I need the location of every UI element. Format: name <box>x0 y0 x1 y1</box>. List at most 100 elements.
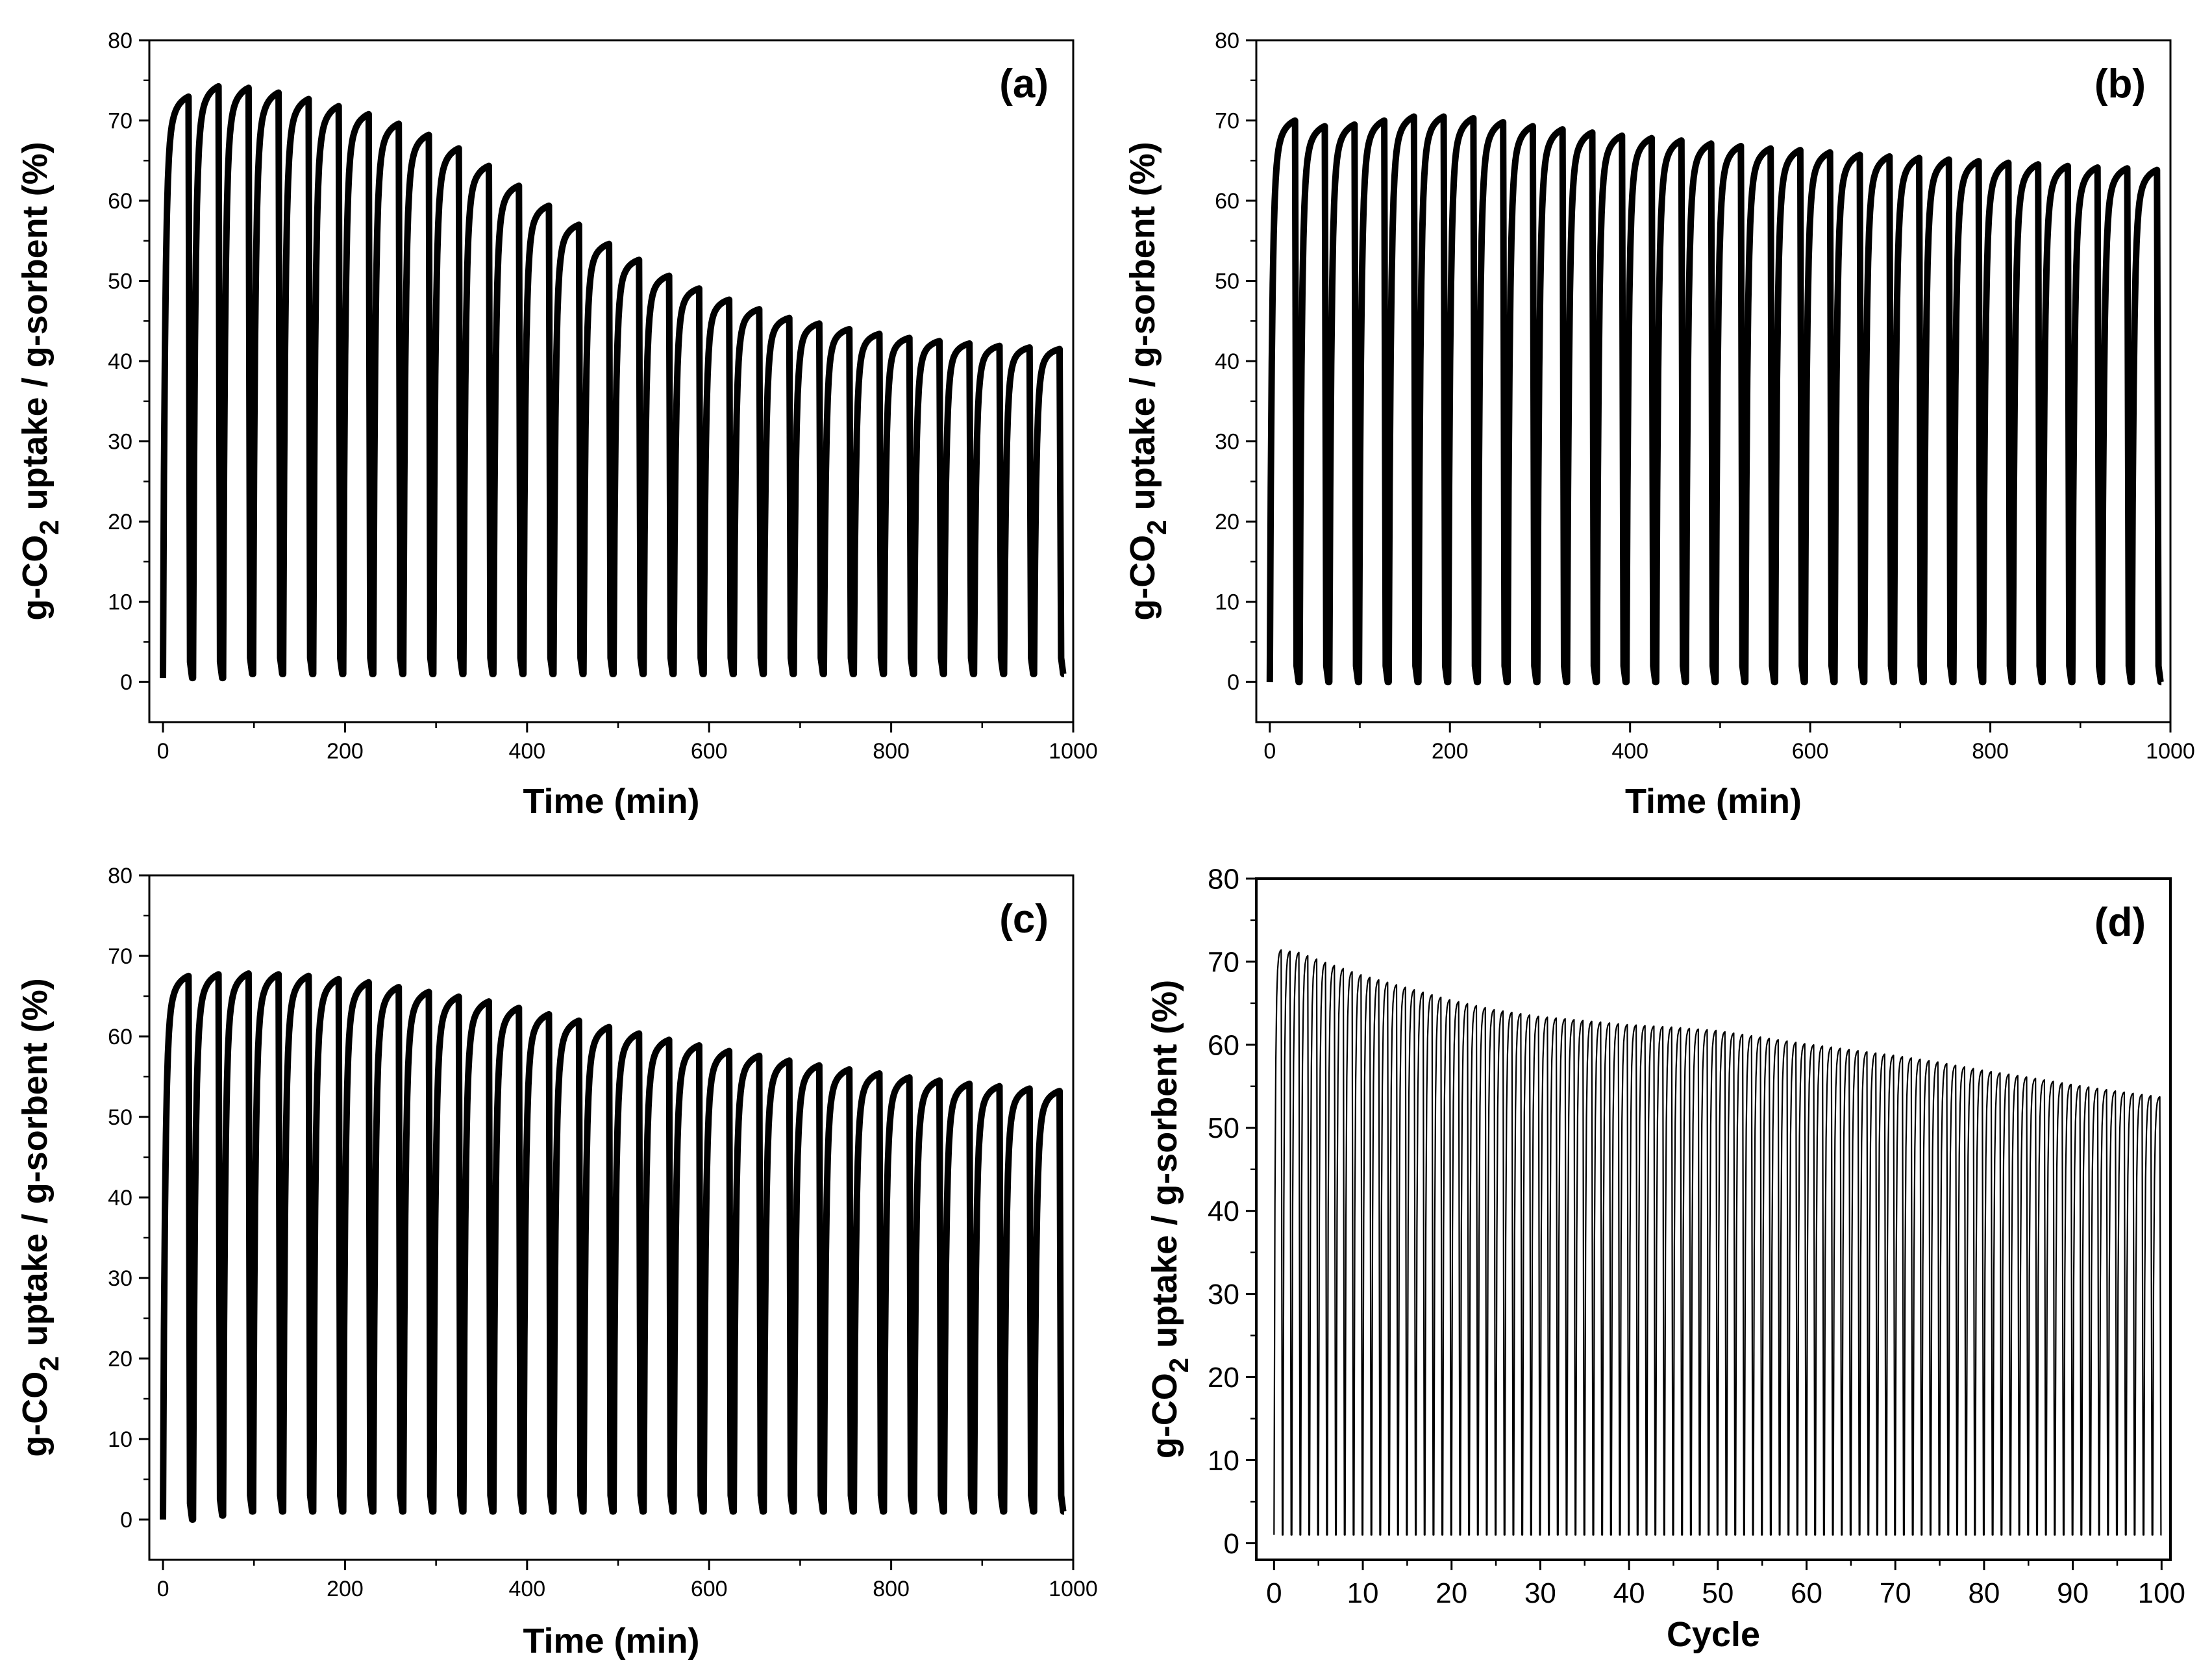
y-tick-label: 10 <box>108 1427 132 1452</box>
y-axis-label-part: uptake / g-sorbent (%) <box>1145 980 1184 1358</box>
x-tick-label: 0 <box>1266 1577 1282 1609</box>
y-tick-label: 0 <box>120 670 132 695</box>
y-tick-label: 60 <box>108 1025 132 1049</box>
y-tick-label: 0 <box>1224 1528 1239 1560</box>
x-tick-label: 30 <box>1524 1577 1556 1609</box>
y-axis-label-subscript: 2 <box>34 1356 64 1371</box>
x-tick-label: 800 <box>1972 739 2009 764</box>
x-tick-label: 0 <box>1263 739 1276 764</box>
y-axis-label: g-CO2 uptake / g-sorbent (%) <box>16 978 64 1457</box>
x-tick-label: 20 <box>1435 1577 1467 1609</box>
panel-d: 0 10 20 30 40 50 60 70 80 90 100 0 10 20 30 40 50 60 70 80 C… <box>1145 863 2185 1654</box>
y-tick-label: 40 <box>1208 1196 1239 1227</box>
y-tick-label: 50 <box>108 269 132 294</box>
panel-label: (c) <box>999 897 1049 942</box>
x-tick-label: 200 <box>1432 739 1469 764</box>
y-tick-label: 30 <box>108 1266 132 1291</box>
y-tick-label: 30 <box>108 430 132 455</box>
y-tick-label: 50 <box>1215 269 1239 294</box>
x-tick-label: 70 <box>1880 1577 1911 1609</box>
y-tick-label: 40 <box>108 1186 132 1210</box>
panel-a: 0 200 400 600 800 1000 0 10 20 30 40 50 60 70 80 Time (… <box>16 29 1098 821</box>
panel-label: (b) <box>2094 62 2146 106</box>
x-tick-label: 600 <box>1792 739 1829 764</box>
y-tick-label: 20 <box>108 1347 132 1371</box>
panel-label: (d) <box>2094 900 2146 945</box>
x-tick-label: 90 <box>2057 1577 2089 1609</box>
y-tick-label: 70 <box>1215 108 1239 133</box>
y-axis-label: g-CO2 uptake / g-sorbent (%) <box>16 142 64 620</box>
y-tick-label: 80 <box>108 864 132 888</box>
x-tick-label: 400 <box>1611 739 1648 764</box>
panel-b: 0 200 400 600 800 1000 0 10 20 30 40 50 60 70 80 Time (… <box>1123 29 2195 821</box>
x-tick-label: 400 <box>508 1577 545 1601</box>
x-tick-label: 600 <box>691 1577 728 1601</box>
x-tick-label: 0 <box>157 739 169 764</box>
y-axis-label-part: uptake / g-sorbent (%) <box>16 978 55 1356</box>
y-axis-label-part: uptake / g-sorbent (%) <box>1123 142 1162 520</box>
y-axis-label-subscript: 2 <box>1141 520 1172 534</box>
x-tick-label: 200 <box>327 739 364 764</box>
x-tick-label: 0 <box>157 1577 169 1601</box>
x-axis-label: Time (min) <box>523 1622 699 1660</box>
y-axis-label-part: g-CO <box>16 535 55 621</box>
y-tick-label: 40 <box>1215 349 1239 374</box>
y-tick-label: 70 <box>108 108 132 133</box>
y-tick-label: 60 <box>1208 1029 1239 1061</box>
y-tick-label: 60 <box>108 189 132 214</box>
y-tick-label: 40 <box>108 349 132 374</box>
x-axis-label: Cycle <box>1667 1615 1760 1654</box>
y-tick-label: 10 <box>1215 590 1239 615</box>
y-tick-label: 80 <box>1215 29 1239 53</box>
panel-c: 0 200 400 600 800 1000 0 10 20 30 40 50 60 70 80 Time (… <box>16 864 1098 1660</box>
y-axis-label: g-CO2 uptake / g-sorbent (%) <box>1123 142 1172 620</box>
x-tick-label: 400 <box>508 739 545 764</box>
x-tick-label: 1000 <box>1049 1577 1098 1601</box>
y-tick-label: 80 <box>108 29 132 53</box>
y-axis-label-part: uptake / g-sorbent (%) <box>16 142 55 520</box>
y-axis-label-part: g-CO <box>1123 535 1162 621</box>
y-axis-label-part: g-CO <box>1145 1373 1184 1459</box>
series-line-a <box>160 82 1067 682</box>
x-tick-label: 60 <box>1791 1577 1822 1609</box>
plot-frame-b <box>1255 39 2172 723</box>
x-tick-label: 200 <box>327 1577 364 1601</box>
y-tick-label: 30 <box>1215 430 1239 455</box>
y-tick-label: 70 <box>1208 946 1239 978</box>
y-tick-label: 50 <box>108 1105 132 1130</box>
x-tick-label: 1000 <box>1049 739 1098 764</box>
plot-frame-d <box>1255 877 2172 1561</box>
y-tick-label: 70 <box>108 944 132 969</box>
x-tick-label: 10 <box>1347 1577 1379 1609</box>
x-tick-label: 800 <box>873 1577 910 1601</box>
y-tick-label: 30 <box>1208 1279 1239 1310</box>
x-tick-label: 40 <box>1613 1577 1645 1609</box>
y-tick-label: 0 <box>120 1508 132 1533</box>
y-tick-label: 20 <box>1208 1362 1239 1394</box>
panel-label: (a) <box>999 62 1049 106</box>
series-line-c <box>160 970 1067 1523</box>
x-tick-label: 1000 <box>2146 739 2195 764</box>
y-tick-label: 10 <box>1208 1445 1239 1477</box>
y-tick-label: 60 <box>1215 189 1239 214</box>
series-line-d <box>1273 949 2162 1536</box>
y-tick-label: 80 <box>1208 863 1239 895</box>
y-axis-label-part: g-CO <box>16 1371 55 1457</box>
y-axis-label: g-CO2 uptake / g-sorbent (%) <box>1145 980 1194 1459</box>
x-axis-label: Time (min) <box>1625 782 1802 821</box>
series-line-b <box>1266 113 2164 686</box>
y-tick-label: 10 <box>108 590 132 615</box>
x-tick-label: 80 <box>1968 1577 2000 1609</box>
y-tick-label: 0 <box>1227 670 1239 695</box>
x-axis-label: Time (min) <box>523 782 699 821</box>
plot-frame-c <box>148 874 1075 1561</box>
y-axis-label-subscript: 2 <box>34 520 64 534</box>
x-tick-label: 600 <box>691 739 728 764</box>
x-tick-label: 800 <box>873 739 910 764</box>
x-tick-label: 50 <box>1702 1577 1734 1609</box>
y-tick-label: 50 <box>1208 1112 1239 1144</box>
y-tick-label: 20 <box>108 510 132 534</box>
plot-frame-a <box>148 39 1075 723</box>
